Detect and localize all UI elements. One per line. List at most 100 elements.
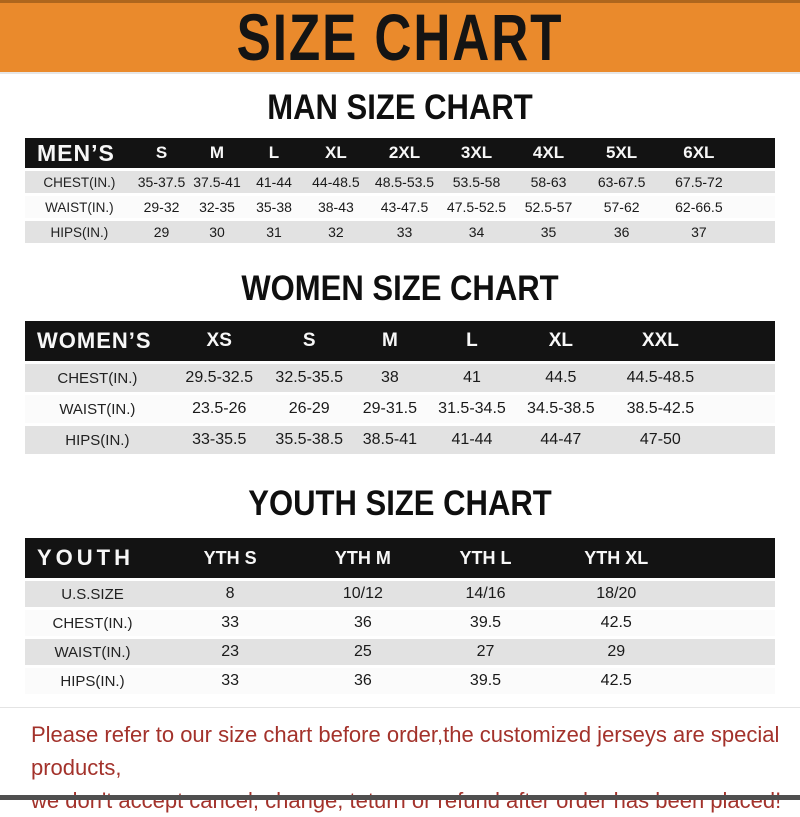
size-value-cell: 29 <box>133 221 190 243</box>
column-header: YTH S <box>160 538 301 578</box>
size-value-cell: 35-37.5 <box>133 171 190 193</box>
row-label: CHEST(IN.) <box>25 171 134 193</box>
column-header: 5XL <box>584 138 659 168</box>
table-row: HIPS(IN.) 33-35.5 35.5-38.5 38.5-41 41-44 44-… <box>25 426 775 454</box>
bottom-edge-strip <box>0 795 800 800</box>
section-women: WOMEN SIZE CHART WOMEN’S XS S M L XL XXL CHEST(… <box>0 268 800 457</box>
footer-note-line1: Please refer to our size chart before or… <box>31 722 780 780</box>
size-value-cell: 29-32 <box>133 196 190 218</box>
column-header: 6XL <box>658 138 775 168</box>
size-value-cell: 38.5-41 <box>349 426 430 454</box>
row-label: CHEST(IN.) <box>25 364 170 392</box>
column-header: XL <box>513 321 608 361</box>
size-value-cell: 63-67.5 <box>584 171 659 193</box>
column-header: 4XL <box>512 138 585 168</box>
size-value-cell: 8 <box>160 581 301 607</box>
men-section-heading: MAN SIZE CHART <box>267 87 533 127</box>
youth-size-table: YOUTH YTH S YTH M YTH L YTH XL U.S.SIZE 8 10/12… <box>25 535 775 697</box>
header-row: MEN’S S M L XL 2XL 3XL 4XL 5XL 6XL <box>25 138 775 168</box>
header-row: YOUTH YTH S YTH M YTH L YTH XL <box>25 538 775 578</box>
column-header: XXL <box>607 321 775 361</box>
size-value-cell: 41 <box>429 364 514 392</box>
size-value-cell: 48.5-53.5 <box>368 171 441 193</box>
size-value-cell: 58-63 <box>512 171 585 193</box>
table-row: HIPS(IN.) 33 36 39.5 42.5 <box>25 668 775 694</box>
column-header: M <box>189 138 245 168</box>
footer-note-line2: we don't accept cancel, change, teturn o… <box>31 788 782 813</box>
column-header: 2XL <box>368 138 441 168</box>
size-value-cell: 32 <box>303 221 369 243</box>
table-row: WAIST(IN.) 29-32 32-35 35-38 38-43 43-47.5 47.… <box>25 196 775 218</box>
table-row: U.S.SIZE 8 10/12 14/16 18/20 <box>25 581 775 607</box>
size-value-cell: 42.5 <box>545 610 775 636</box>
size-value-cell: 39.5 <box>425 610 546 636</box>
row-label: WAIST(IN.) <box>25 395 170 423</box>
size-value-cell: 34 <box>440 221 513 243</box>
size-value-cell: 35 <box>512 221 585 243</box>
column-header: YTH XL <box>545 538 775 578</box>
size-value-cell: 42.5 <box>545 668 775 694</box>
size-value-cell: 34.5-38.5 <box>513 395 608 423</box>
women-section-heading: WOMEN SIZE CHART <box>241 268 559 308</box>
size-value-cell: 38.5-42.5 <box>607 395 775 423</box>
size-value-cell: 33 <box>160 668 301 694</box>
banner-title: SIZE CHART <box>236 0 564 75</box>
row-label: WAIST(IN.) <box>25 639 160 665</box>
table-row: WAIST(IN.) 23.5-26 26-29 29-31.5 31.5-34.5 34… <box>25 395 775 423</box>
column-header: XS <box>169 321 269 361</box>
size-value-cell: 43-47.5 <box>368 196 441 218</box>
row-label: WAIST(IN.) <box>25 196 134 218</box>
size-value-cell: 62-66.5 <box>658 196 775 218</box>
table-row: HIPS(IN.) 29 30 31 32 33 34 35 36 37 <box>25 221 775 243</box>
column-header: L <box>244 138 304 168</box>
size-value-cell: 14/16 <box>425 581 546 607</box>
size-value-cell: 44.5 <box>513 364 608 392</box>
size-chart-content: MAN SIZE CHART MEN’S S M L XL 2XL 3XL 4XL 5XL 6XL… <box>0 87 800 697</box>
size-value-cell: 31.5-34.5 <box>429 395 514 423</box>
men-size-table: MEN’S S M L XL 2XL 3XL 4XL 5XL 6XL CHEST(IN.) 35-37… <box>25 135 775 246</box>
size-value-cell: 38-43 <box>303 196 369 218</box>
size-value-cell: 39.5 <box>425 668 546 694</box>
size-value-cell: 52.5-57 <box>512 196 585 218</box>
size-value-cell: 33-35.5 <box>169 426 269 454</box>
column-header: XL <box>303 138 369 168</box>
size-value-cell: 25 <box>300 639 426 665</box>
section-youth: YOUTH SIZE CHART YOUTH YTH S YTH M YTH L YTH… <box>0 483 800 697</box>
column-header: YTH M <box>300 538 426 578</box>
column-header: YTH L <box>425 538 546 578</box>
size-value-cell: 23.5-26 <box>169 395 269 423</box>
size-value-cell: 29-31.5 <box>349 395 430 423</box>
section-men: MAN SIZE CHART MEN’S S M L XL 2XL 3XL 4XL 5XL 6XL… <box>0 87 800 246</box>
column-header: L <box>429 321 514 361</box>
column-header: S <box>133 138 190 168</box>
size-value-cell: 35.5-38.5 <box>268 426 350 454</box>
row-label: HIPS(IN.) <box>25 668 160 694</box>
row-label: CHEST(IN.) <box>25 610 160 636</box>
size-value-cell: 47.5-52.5 <box>440 196 513 218</box>
size-value-cell: 26-29 <box>268 395 350 423</box>
table-header-label: MEN’S <box>25 138 134 168</box>
table-row: CHEST(IN.) 29.5-32.5 32.5-35.5 38 41 44.5 44.5… <box>25 364 775 392</box>
size-value-cell: 67.5-72 <box>658 171 775 193</box>
footer-note: Please refer to our size chart before or… <box>31 718 800 817</box>
size-value-cell: 44-47 <box>513 426 608 454</box>
size-value-cell: 10/12 <box>300 581 426 607</box>
size-value-cell: 36 <box>584 221 659 243</box>
size-value-cell: 33 <box>368 221 441 243</box>
size-value-cell: 47-50 <box>607 426 775 454</box>
size-value-cell: 33 <box>160 610 301 636</box>
size-value-cell: 30 <box>189 221 245 243</box>
footer-divider <box>0 707 800 708</box>
size-value-cell: 44.5-48.5 <box>607 364 775 392</box>
table-header-label: WOMEN’S <box>25 321 170 361</box>
size-value-cell: 27 <box>425 639 546 665</box>
column-header: 3XL <box>440 138 513 168</box>
size-value-cell: 36 <box>300 668 426 694</box>
size-value-cell: 36 <box>300 610 426 636</box>
size-value-cell: 23 <box>160 639 301 665</box>
size-chart-banner: SIZE CHART <box>0 0 800 74</box>
size-value-cell: 57-62 <box>584 196 659 218</box>
row-label: HIPS(IN.) <box>25 221 134 243</box>
table-row: WAIST(IN.) 23 25 27 29 <box>25 639 775 665</box>
size-value-cell: 37 <box>658 221 775 243</box>
